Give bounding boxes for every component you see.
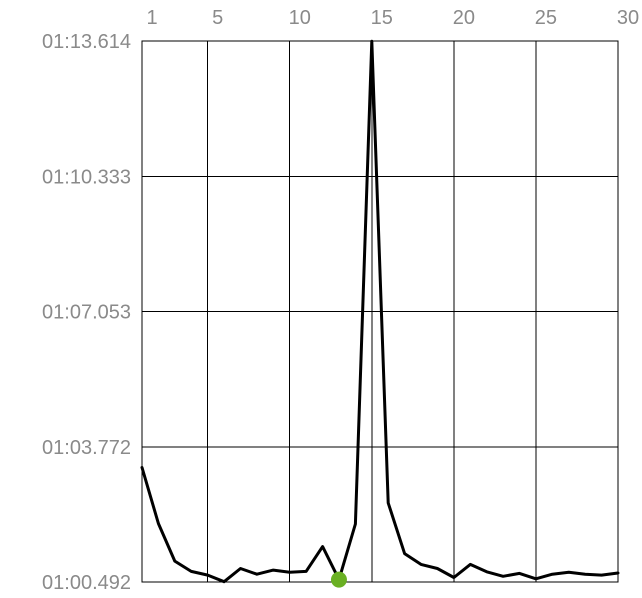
x-tick-label: 15 — [371, 7, 393, 29]
marker-group — [330, 571, 347, 588]
x-tick-label: 5 — [212, 7, 223, 29]
plot-frame — [141, 40, 619, 583]
fastest-lap-marker — [330, 571, 347, 588]
y-tick-label: 01:00.492 — [42, 572, 131, 594]
x-tick-label: 10 — [289, 7, 311, 29]
series-line — [140, 39, 620, 584]
x-tick-label: 25 — [535, 7, 557, 29]
y-tick-label: 01:03.772 — [42, 437, 131, 459]
y-tick-label: 01:07.053 — [42, 302, 131, 324]
x-tick-label: 1 — [146, 7, 157, 29]
y-tick-label: 01:13.614 — [42, 31, 131, 53]
x-tick-label: 30 — [617, 7, 639, 29]
series-group — [140, 39, 620, 584]
y-tick-label: 01:10.333 — [42, 166, 131, 188]
y-axis-tick-labels: 01:13.614 01:10.333 01:07.053 01:03.772 01:0… — [42, 31, 131, 594]
x-axis-tick-labels: 1 5 10 15 20 25 30 — [146, 7, 639, 29]
x-tick-label: 20 — [453, 7, 475, 29]
chart-grid — [141, 40, 619, 583]
